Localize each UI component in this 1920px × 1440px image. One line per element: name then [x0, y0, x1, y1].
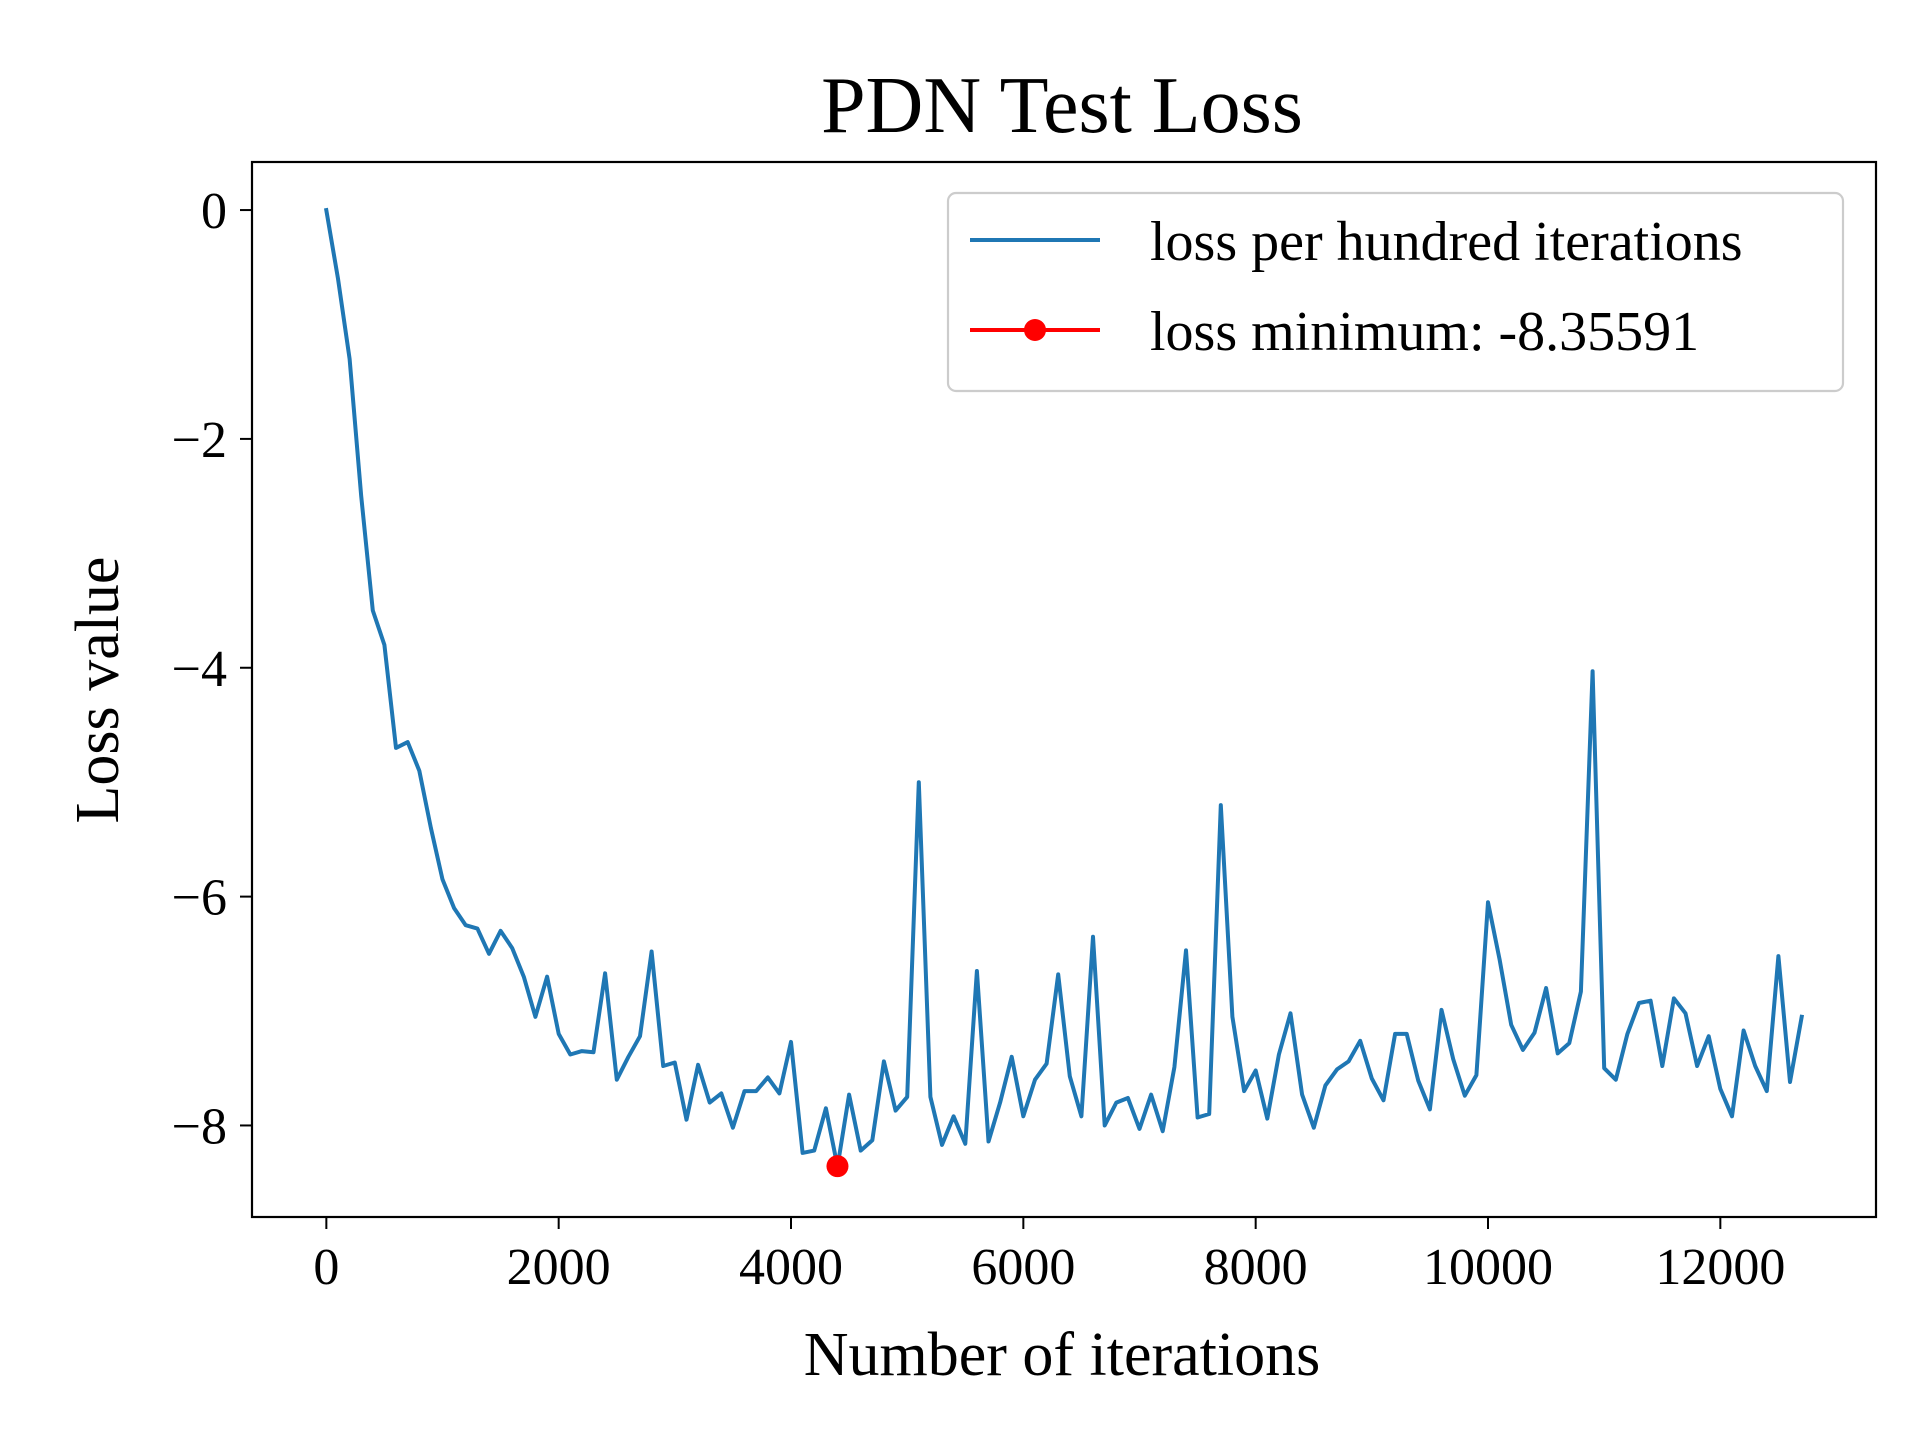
plot-frame: [250, 160, 1878, 1219]
y-axis-label: Loss value: [64, 557, 132, 824]
y-tick-label: −8: [172, 1098, 227, 1155]
legend-label-minimum: loss minimum: -8.35591: [1150, 301, 1699, 363]
chart-title: PDN Test Loss: [821, 62, 1303, 150]
series-line-0: [323, 207, 1805, 1169]
x-axis-label: Number of iterations: [804, 1321, 1321, 1389]
marker-layer: [826, 1155, 849, 1178]
legend: loss per hundred iterations loss minimum…: [946, 191, 1845, 393]
minimum-point: [826, 1155, 849, 1178]
y-tick-label: 0: [201, 183, 227, 240]
legend-label-series: loss per hundred iterations: [1150, 211, 1743, 273]
y-tick-label: −6: [172, 870, 227, 927]
x-tick-label: 0: [313, 1239, 339, 1296]
legend-marker-minimum: [1024, 319, 1046, 341]
x-tick-label: 10000: [1423, 1239, 1553, 1296]
x-tick-label: 12000: [1655, 1239, 1785, 1296]
x-tick-label: 4000: [739, 1239, 843, 1296]
x-tick-label: 6000: [971, 1239, 1075, 1296]
y-tick-label: −2: [172, 412, 227, 469]
y-tick-label: −4: [172, 641, 227, 698]
x-tick-label: 8000: [1204, 1239, 1308, 1296]
legend-box: [946, 191, 1845, 393]
series-layer: [323, 207, 1805, 1169]
x-axis-ticks: 0 2000 4000 6000 8000 10000 12000: [313, 1217, 1785, 1296]
x-tick-label: 2000: [507, 1239, 611, 1296]
y-axis-ticks: 0 −2 −4 −6 −8: [172, 183, 252, 1155]
